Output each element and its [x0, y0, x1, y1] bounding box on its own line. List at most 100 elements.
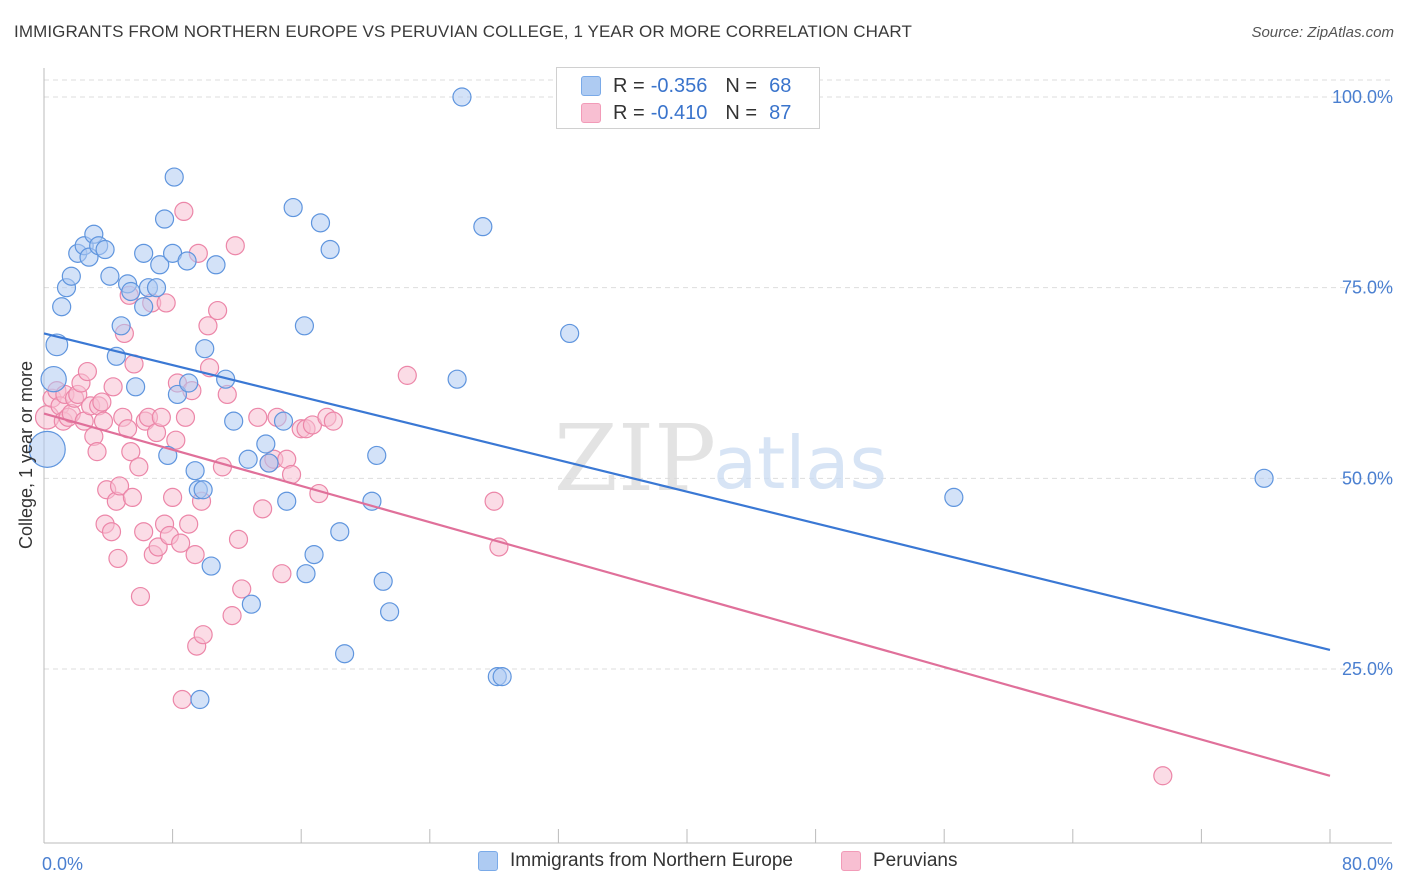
northern-europe-point — [126, 377, 146, 397]
legend-swatch-blue — [478, 851, 498, 871]
peruvians-point — [129, 457, 149, 477]
northern-europe-point — [111, 316, 131, 336]
peruvians-point — [156, 293, 176, 313]
northern-europe-point — [146, 278, 167, 298]
northern-europe-point — [944, 487, 964, 507]
x-tick-label: 0.0% — [42, 854, 83, 874]
northern-europe-point — [304, 544, 324, 565]
northern-europe-point — [28, 430, 66, 468]
northern-europe-point — [256, 434, 276, 454]
legend-r-key: R = — [613, 101, 645, 124]
peruvians-point — [109, 476, 130, 496]
peruvians-point — [228, 529, 249, 549]
legend-swatch-pink — [581, 103, 601, 123]
legend-r-key: R = — [613, 74, 645, 97]
peruvians-point — [232, 579, 252, 599]
peruvians-point — [148, 537, 168, 557]
trend-line-peruvians — [43, 412, 1331, 777]
legend-swatch-pink — [841, 851, 861, 871]
northern-europe-point — [193, 480, 213, 500]
peruvians-point — [323, 411, 343, 431]
peruvians-point — [130, 586, 151, 607]
northern-europe-point — [206, 255, 226, 275]
chart-source: Source: ZipAtlas.com — [1251, 24, 1394, 41]
northern-europe-point — [134, 243, 154, 263]
legend-n-value: 87 — [769, 101, 792, 124]
peruvians-point — [87, 442, 107, 462]
northern-europe-point — [294, 316, 315, 336]
watermark: ZIP atlas — [554, 405, 887, 512]
peruvians-point — [171, 533, 191, 553]
northern-europe-point — [310, 213, 331, 233]
northern-europe-point — [190, 689, 210, 710]
northern-europe-point — [154, 209, 175, 229]
northern-europe-point — [52, 297, 72, 317]
peruvians-point — [208, 300, 228, 321]
legend-item-peruvians[interactable]: Peruvians — [841, 850, 958, 872]
legend-n-key: N = — [725, 74, 758, 97]
northern-europe-point — [296, 564, 316, 584]
peruvians-point — [225, 236, 245, 256]
y-axis-label: College, 1 year or more — [16, 361, 36, 549]
northern-europe-point — [167, 384, 188, 405]
northern-europe-point — [134, 297, 154, 317]
x-tick-label: 80.0% — [1342, 854, 1393, 874]
legend-label: Peruvians — [873, 850, 958, 871]
northern-europe-point — [373, 571, 393, 591]
y-tick-label: 25.0% — [1342, 659, 1393, 679]
northern-europe-point — [330, 522, 350, 542]
watermark-atlas: atlas — [713, 421, 887, 505]
peruvians-point — [397, 365, 417, 385]
northern-europe-point — [95, 239, 115, 260]
peruvians-point — [222, 606, 242, 626]
northern-europe-point — [45, 333, 69, 357]
legend-n-value: 68 — [769, 74, 792, 97]
northern-europe-point — [185, 461, 205, 481]
northern-europe-point — [224, 411, 244, 431]
peruvians-point — [92, 392, 112, 412]
peruvians-point — [172, 689, 192, 710]
peruvians-point — [198, 316, 218, 336]
watermark-zip: ZIP — [554, 405, 716, 512]
northern-europe-point — [283, 197, 303, 218]
northern-europe-point — [158, 445, 178, 466]
peruvians-point — [193, 625, 213, 645]
northern-europe-point — [100, 266, 120, 286]
chart-title: IMMIGRANTS FROM NORTHERN EUROPE VS PERUV… — [14, 22, 912, 41]
peruvians-point — [108, 548, 128, 569]
peruvians-point — [248, 407, 268, 427]
series-northern-europe-points — [28, 87, 1274, 710]
correlation-legend: R = -0.356 N = 68 R = -0.410 N = 87 — [556, 67, 820, 129]
peruvians-point — [166, 430, 186, 450]
northern-europe-point — [335, 644, 355, 664]
northern-europe-point — [179, 373, 199, 393]
northern-europe-point — [273, 411, 294, 431]
peruvians-point — [163, 487, 183, 507]
legend-label: Immigrants from Northern Europe — [510, 850, 793, 871]
y-tick-label: 75.0% — [1342, 278, 1393, 298]
series-legend: Immigrants from Northern Europe Peruvian… — [0, 850, 1406, 878]
northern-europe-point — [447, 369, 467, 389]
legend-r-value: -0.356 — [650, 74, 708, 97]
northern-europe-point — [560, 323, 580, 344]
northern-europe-point — [40, 365, 67, 393]
legend-n-key: N = — [725, 101, 758, 124]
peruvians-point — [185, 544, 205, 565]
northern-europe-point — [177, 251, 197, 271]
northern-europe-point — [452, 87, 472, 107]
northern-europe-point — [201, 556, 221, 576]
y-tick-label: 50.0% — [1342, 468, 1393, 488]
peruvians-point — [484, 491, 504, 511]
trend-lines — [43, 332, 1331, 777]
peruvians-point — [101, 522, 122, 542]
northern-europe-point — [241, 594, 261, 614]
legend-swatch-blue — [581, 76, 601, 96]
northern-europe-point — [259, 453, 279, 473]
peruvians-point — [272, 564, 292, 584]
legend-item-northern-europe[interactable]: Immigrants from Northern Europe — [478, 850, 793, 872]
northern-europe-point — [473, 217, 493, 237]
northern-europe-point — [164, 167, 184, 187]
northern-europe-point — [150, 255, 170, 275]
northern-europe-point — [277, 491, 297, 511]
northern-europe-point — [121, 281, 141, 302]
